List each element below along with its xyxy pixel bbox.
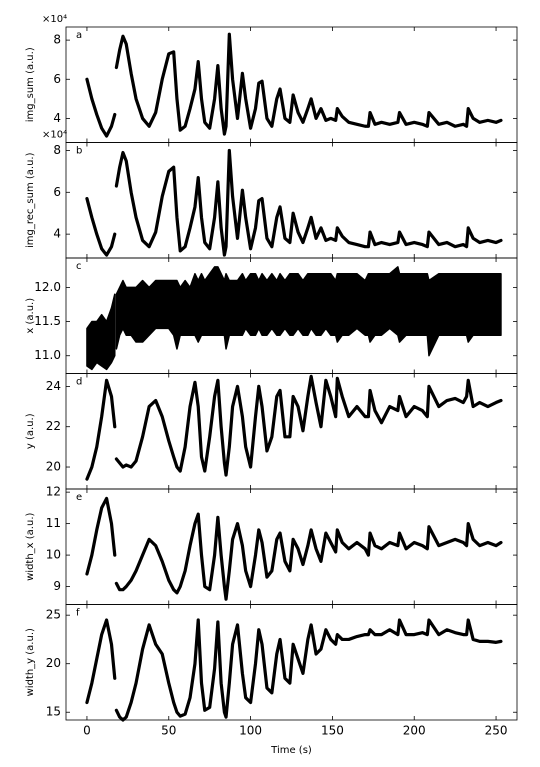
data-band [86, 293, 116, 371]
y-axis-label: x (a.u.) [25, 298, 36, 334]
offset-label: ×10⁴ [42, 130, 67, 141]
panel-label: e [76, 492, 82, 503]
y-tick-label: 24 [46, 379, 61, 393]
x-tick-label: 200 [403, 724, 426, 738]
data-line [85, 496, 503, 601]
y-axis-label: y (a.u.) [25, 413, 36, 449]
y-tick-label: 22 [46, 419, 61, 433]
y-tick-label: 20 [46, 656, 61, 670]
y-tick-label: 8 [53, 143, 61, 157]
y-tick-label: 8 [53, 33, 61, 47]
axes-frame [65, 604, 518, 721]
y-tick-label: 4 [53, 227, 61, 241]
y-tick-label: 11 [46, 516, 61, 530]
data-band [115, 266, 502, 357]
y-axis-label: width_x (a.u.) [25, 513, 36, 581]
x-tick-label: 0 [83, 724, 91, 738]
data-line [85, 374, 503, 481]
x-tick-label: 150 [321, 724, 344, 738]
y-axis-label: img_sum (a.u.) [25, 47, 36, 122]
y-axis-label: img_rec_sum (a.u.) [25, 152, 36, 248]
x-tick-label: 50 [161, 724, 176, 738]
panel-label: a [76, 30, 82, 41]
x-axis-label: Time (s) [270, 745, 312, 756]
y-tick-label: 6 [53, 72, 61, 86]
y-tick-label: 12.0 [34, 280, 61, 294]
y-tick-label: 12 [46, 485, 61, 499]
y-tick-label: 4 [53, 111, 61, 125]
y-tick-label: 6 [53, 185, 61, 199]
y-tick-label: 25 [46, 608, 61, 622]
y-tick-label: 20 [46, 460, 61, 474]
y-tick-label: 9 [53, 579, 61, 593]
y-tick-label: 10 [46, 548, 61, 562]
panel-label: b [76, 146, 82, 157]
x-tick-label: 100 [239, 724, 262, 738]
panel-label: c [76, 261, 82, 272]
panel-label: d [76, 377, 82, 388]
data-line [85, 32, 503, 138]
y-axis-label: width_y (a.u.) [25, 628, 36, 696]
panel-label: f [76, 608, 80, 619]
y-tick-label: 15 [46, 705, 61, 719]
x-tick-label: 250 [485, 724, 508, 738]
y-tick-label: 11.5 [34, 314, 61, 328]
data-line [85, 618, 503, 722]
y-tick-label: 11.0 [34, 348, 61, 362]
data-line [85, 148, 503, 257]
offset-label: ×10⁴ [42, 14, 67, 25]
